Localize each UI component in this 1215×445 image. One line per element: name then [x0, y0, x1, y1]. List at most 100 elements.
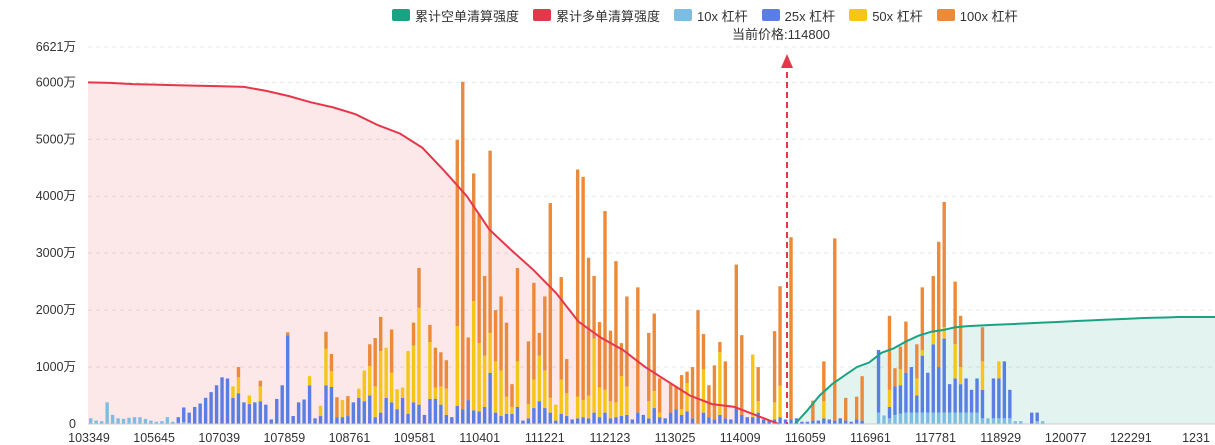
bar-segment — [685, 383, 689, 412]
bar-segment — [980, 418, 985, 424]
bar-segment — [904, 321, 908, 373]
bar-segment — [723, 361, 728, 419]
bar-segment — [991, 378, 996, 419]
bar-segment — [378, 351, 383, 413]
bar-segment — [625, 386, 629, 415]
bar-segment — [504, 413, 509, 424]
bar-segment — [980, 361, 985, 390]
bar-segment — [1002, 361, 1007, 419]
bar-segment — [368, 395, 372, 424]
bar-segment — [373, 338, 377, 387]
bar-segment — [433, 387, 438, 399]
legend-item[interactable]: 累计空单清算强度 — [392, 6, 519, 25]
bar-segment — [559, 413, 563, 424]
bar-segment — [958, 367, 963, 385]
bar-segment — [833, 238, 837, 421]
legend-item[interactable]: 50x 杠杆 — [849, 6, 923, 25]
bar-segment — [537, 332, 542, 356]
bar-segment — [318, 416, 323, 424]
bar-segment — [280, 385, 284, 424]
bar-segment — [373, 417, 377, 424]
bar-segment — [980, 327, 985, 362]
bar-segment — [740, 335, 744, 415]
bar-segment — [789, 237, 793, 420]
bar-segment — [920, 412, 925, 424]
bar-segment — [192, 406, 197, 424]
x-tick-label: 117781 — [915, 431, 956, 445]
bar-segment — [236, 377, 241, 394]
bar-segment — [658, 378, 662, 413]
bar-segment — [444, 360, 449, 389]
bar-segment — [668, 384, 673, 413]
bar-segment — [1002, 418, 1007, 424]
current-price-label: 当前价格:114800 — [732, 27, 831, 42]
bar-segment — [603, 412, 607, 424]
bar-segment — [937, 241, 941, 368]
bar-segment — [603, 211, 607, 390]
bar-segment — [931, 332, 935, 345]
bar-segment — [357, 397, 361, 424]
bar-segment — [482, 275, 487, 356]
bar-segment — [729, 419, 733, 424]
bar-segment — [647, 332, 651, 402]
y-axis: 0 1000万 2000万 3000万 4000万 5000万 6000万 6621万 — [36, 40, 76, 431]
bar-segment — [647, 401, 651, 419]
bar-segment — [477, 343, 481, 412]
x-tick-label: 113025 — [655, 431, 696, 445]
bar-segment — [931, 275, 935, 333]
bar-segment — [586, 395, 591, 419]
bar-segment — [926, 372, 930, 413]
x-tick-label: 107859 — [263, 431, 305, 445]
bar-segment — [652, 313, 656, 391]
bar-segment — [422, 414, 427, 424]
bar-segment — [887, 315, 892, 390]
bar-segment — [526, 404, 531, 419]
bar-segment — [619, 416, 624, 424]
bar-segment — [597, 417, 602, 424]
bar-segment — [504, 322, 509, 397]
bar-segment — [767, 420, 771, 424]
bar-segment — [603, 389, 607, 413]
bar-segment — [89, 418, 93, 424]
bar-segment — [389, 402, 394, 424]
legend-label: 累计空单清算强度 — [415, 8, 520, 24]
bar-segment — [433, 398, 438, 424]
bar-segment — [428, 324, 432, 343]
bar-segment — [99, 421, 104, 424]
bar-segment — [510, 384, 514, 407]
bar-segment — [362, 401, 366, 424]
bar-segment — [964, 378, 968, 413]
bar-segment — [247, 395, 252, 405]
bar-segment — [614, 261, 618, 403]
bar-segment — [455, 326, 459, 406]
y-tick-label: 6000万 — [36, 75, 76, 89]
bar-segment — [450, 417, 454, 424]
bar-segment — [953, 378, 957, 413]
bar-segment — [461, 409, 465, 424]
bar-segment — [94, 420, 98, 424]
bar-segment — [586, 257, 591, 396]
legend-item[interactable]: 累计多单清算强度 — [533, 6, 660, 25]
bar-segment — [811, 420, 815, 424]
bar-segment — [745, 417, 749, 424]
x-tick-label: 109581 — [394, 431, 436, 445]
bar-segment — [329, 386, 334, 424]
bar-segment — [340, 417, 345, 424]
legend-swatch — [392, 9, 410, 21]
bar-segment — [608, 330, 613, 402]
legend-item[interactable]: 100x 杠杆 — [936, 6, 1018, 25]
legend-swatch — [936, 9, 955, 21]
bar-segment — [685, 411, 689, 424]
legend-item[interactable]: 10x 杠杆 — [674, 6, 748, 25]
bar-segment — [149, 420, 153, 424]
bar-segment — [526, 418, 531, 424]
bar-segment — [690, 418, 695, 424]
legend-item[interactable]: 25x 杠杆 — [761, 6, 835, 25]
bar-segment — [176, 422, 180, 424]
bar-segment — [428, 342, 432, 399]
bar-segment — [121, 418, 126, 424]
y-tick-label: 5000万 — [36, 132, 76, 146]
bar-segment — [887, 418, 892, 424]
bar-segment — [559, 379, 563, 414]
